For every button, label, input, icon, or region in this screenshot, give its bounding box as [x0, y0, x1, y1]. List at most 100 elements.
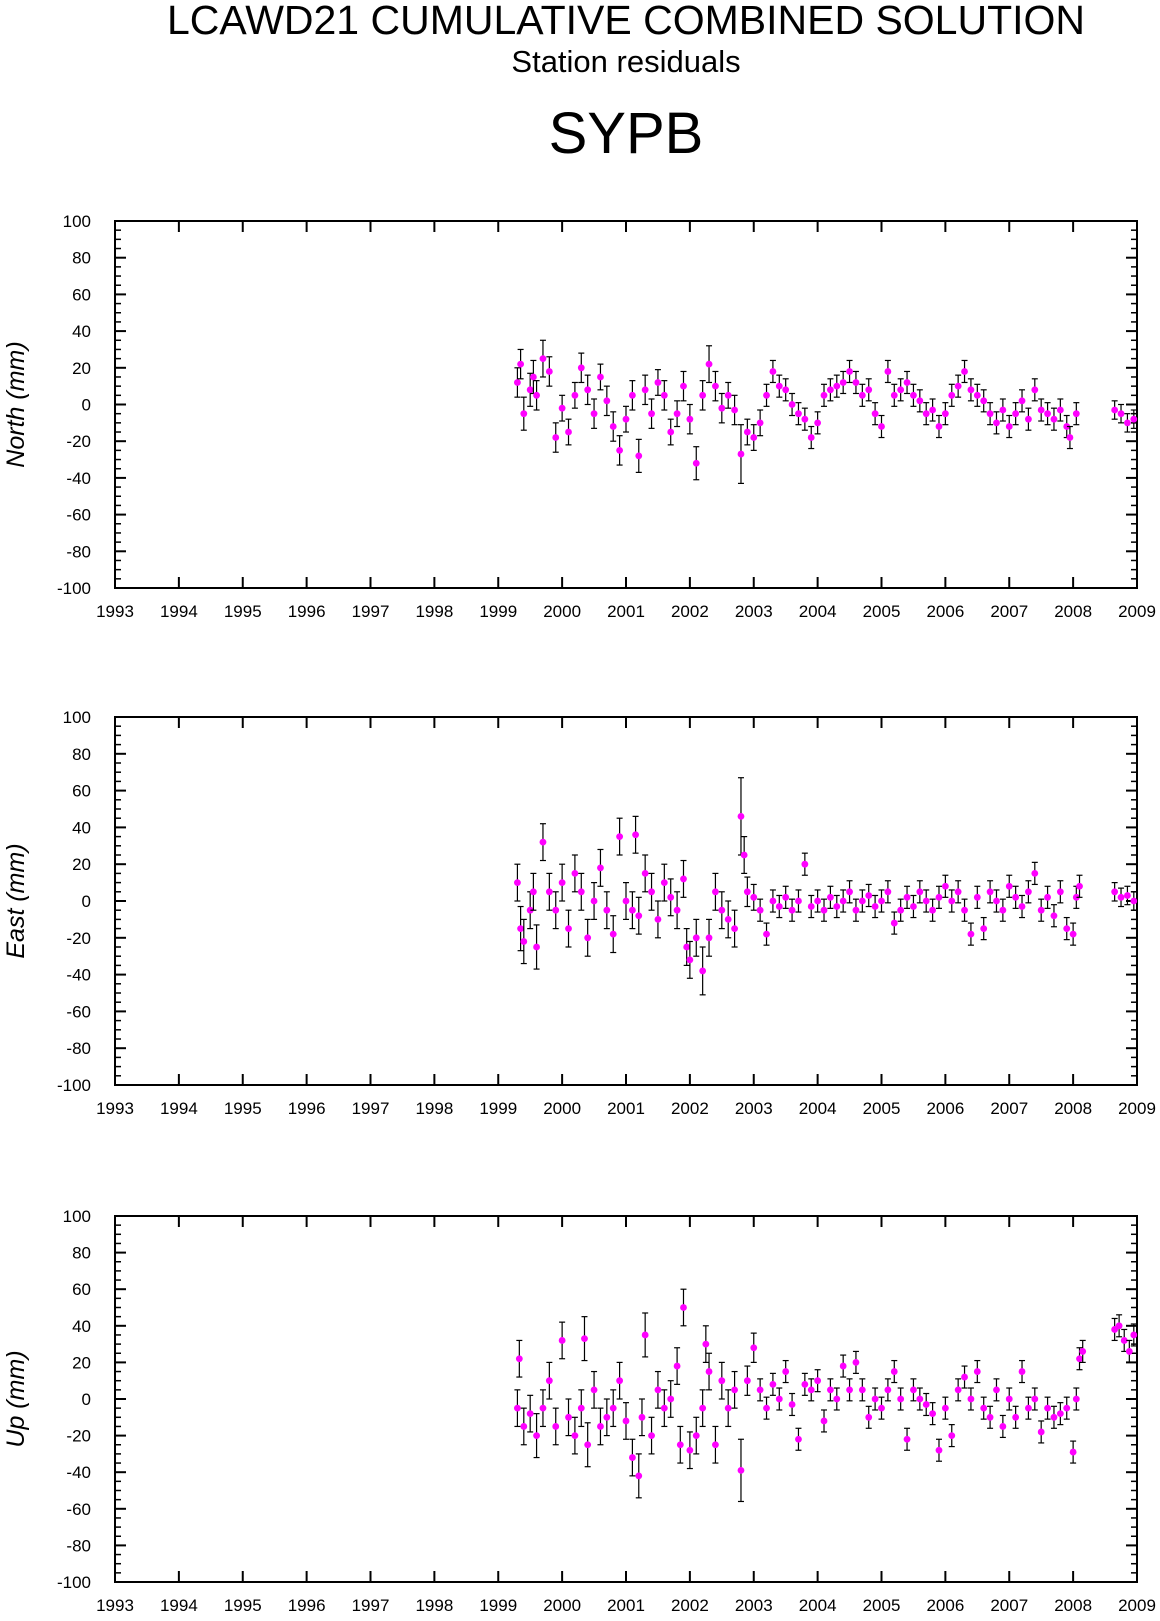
- north-y-tick-label: -40: [66, 469, 91, 488]
- up-data-point: [756, 1386, 764, 1394]
- north-panel: 1993 1994 1995 1996 1997 1998 1999 2000 2001 2002…: [2, 212, 1156, 621]
- north-data-point: [660, 391, 668, 399]
- east-data-point: [705, 934, 713, 942]
- east-data-point: [999, 906, 1007, 914]
- east-y-tick-label: 0: [82, 892, 91, 911]
- up-data-point: [1044, 1404, 1051, 1412]
- north-data-point: [1044, 410, 1051, 418]
- up-data-point: [948, 1432, 956, 1439]
- up-data-point: [597, 1423, 604, 1430]
- north-data-point: [584, 386, 592, 394]
- east-data-point: [1005, 882, 1013, 890]
- up-data-point: [558, 1337, 566, 1344]
- up-data-point: [954, 1386, 962, 1394]
- north-data-point: [1018, 397, 1026, 405]
- north-data-point: [878, 423, 885, 430]
- up-data-point: [1005, 1395, 1013, 1403]
- north-data-point: [1031, 386, 1039, 394]
- east-data-point: [686, 956, 694, 964]
- east-data-point: [565, 925, 572, 932]
- east-data-point: [533, 943, 540, 951]
- north-data-point: [1117, 410, 1125, 418]
- up-x-tick-label: 2004: [799, 1596, 837, 1615]
- east-data-point: [552, 906, 560, 914]
- north-data-point: [954, 382, 962, 390]
- east-x-tick-label: 2009: [1118, 1099, 1156, 1118]
- north-data-point: [616, 446, 624, 454]
- north-data-point: [731, 406, 738, 414]
- north-y-axis-title: North (mm): [2, 341, 30, 467]
- east-data-point: [743, 888, 751, 896]
- east-data-point: [1050, 912, 1058, 920]
- north-data-point: [961, 368, 968, 375]
- east-x-tick-label: 2006: [926, 1099, 964, 1118]
- north-y-tick-label: 40: [72, 322, 91, 341]
- east-data-point: [622, 897, 630, 905]
- east-data-point: [916, 888, 924, 896]
- north-y-tick-label: 60: [72, 285, 91, 304]
- east-data-point: [597, 864, 604, 872]
- east-y-tick-label: -40: [66, 966, 91, 985]
- north-data-point: [743, 428, 751, 436]
- north-x-tick-label: 2003: [735, 602, 773, 621]
- north-x-tick-label: 1995: [224, 602, 262, 621]
- up-data-point: [539, 1404, 547, 1412]
- east-data-point: [973, 893, 981, 901]
- up-x-tick-label: 2007: [990, 1596, 1028, 1615]
- north-data-point: [775, 382, 783, 390]
- east-data-point: [929, 906, 936, 914]
- east-data-point: [1111, 888, 1119, 896]
- north-data-point: [801, 415, 809, 423]
- north-data-point: [1072, 410, 1080, 418]
- east-data-point: [1063, 925, 1071, 932]
- up-data-point: [545, 1377, 553, 1385]
- east-data-point: [884, 888, 892, 896]
- north-data-point: [705, 360, 713, 368]
- north-data-point: [827, 386, 834, 394]
- up-data-point: [712, 1441, 719, 1449]
- north-x-tick-label: 1993: [96, 602, 134, 621]
- north-data-point: [795, 410, 802, 418]
- up-data-point: [526, 1410, 534, 1418]
- up-data-point: [622, 1417, 630, 1425]
- up-data-point: [846, 1386, 853, 1394]
- east-data-point: [980, 925, 988, 932]
- north-x-tick-label: 1999: [479, 602, 517, 621]
- north-data-point: [609, 423, 617, 430]
- north-data-point: [1025, 415, 1032, 423]
- east-data-point: [680, 875, 687, 883]
- up-data-point: [897, 1395, 905, 1403]
- up-data-point: [724, 1404, 732, 1412]
- north-data-point: [782, 386, 790, 394]
- up-y-tick-label: 40: [72, 1317, 91, 1336]
- north-data-point: [1063, 423, 1071, 430]
- up-data-point: [961, 1373, 968, 1381]
- north-data-point: [980, 397, 988, 405]
- east-data-point: [529, 888, 537, 896]
- up-data-point: [635, 1472, 643, 1480]
- up-x-tick-label: 1995: [224, 1596, 262, 1615]
- east-data-point: [827, 893, 834, 901]
- east-x-tick-label: 2007: [990, 1099, 1028, 1118]
- up-y-tick-label: 80: [72, 1244, 91, 1263]
- east-data-point: [526, 906, 534, 914]
- up-x-tick-label: 2003: [735, 1596, 773, 1615]
- north-data-point: [903, 379, 911, 386]
- up-data-point: [858, 1386, 866, 1394]
- east-y-tick-label: 60: [72, 782, 91, 801]
- up-data-point: [839, 1362, 847, 1370]
- north-data-point: [833, 382, 841, 390]
- north-data-point: [993, 419, 1000, 427]
- north-data-point: [552, 434, 560, 441]
- east-data-point: [641, 870, 649, 877]
- east-x-tick-label: 2008: [1054, 1099, 1092, 1118]
- east-data-point: [1037, 906, 1045, 914]
- east-panel: 1993 1994 1995 1996 1997 1998 1999 2000 2001 2002…: [2, 708, 1156, 1118]
- up-y-tick-label: 60: [72, 1280, 91, 1299]
- east-data-point: [839, 897, 847, 905]
- up-x-tick-label: 2001: [607, 1596, 645, 1615]
- up-data-point: [1076, 1355, 1083, 1363]
- north-x-tick-label: 2009: [1118, 602, 1156, 621]
- east-data-point: [935, 893, 943, 901]
